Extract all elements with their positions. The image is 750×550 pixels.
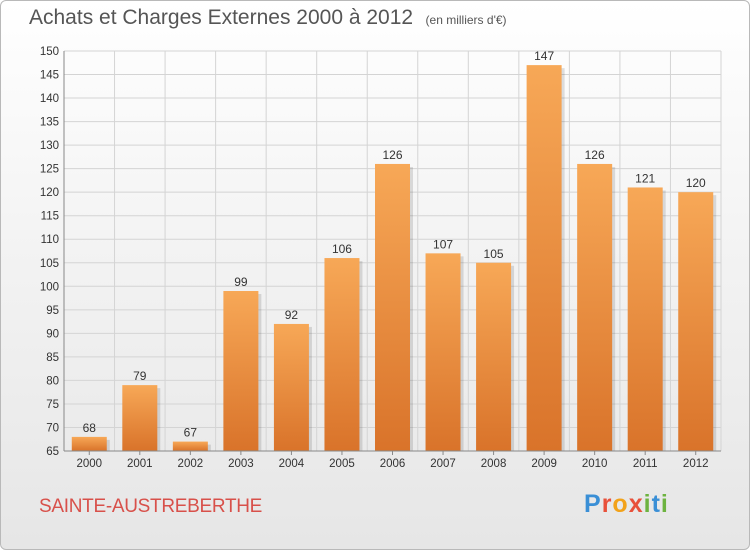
chart-title: Achats et Charges Externes 2000 à 2012	[29, 6, 414, 29]
chart-subtitle: (en milliers d'€)	[425, 13, 507, 27]
y-tick-label: 130	[40, 140, 59, 152]
y-tick-label: 105	[40, 258, 59, 270]
x-tick-label: 2012	[683, 458, 709, 470]
data-label: 147	[534, 49, 554, 63]
y-tick-label: 95	[46, 305, 59, 317]
data-label: 67	[184, 426, 198, 440]
y-tick-label: 115	[41, 211, 59, 223]
y-tick-label: 100	[40, 281, 59, 293]
y-tick-label: 85	[46, 352, 59, 364]
y-tick-label: 75	[46, 399, 59, 411]
y-tick-label: 110	[41, 234, 59, 246]
data-label: 79	[133, 369, 147, 383]
x-tick-label: 2010	[582, 458, 608, 470]
bar-2008	[476, 262, 512, 451]
data-label: 68	[83, 421, 97, 435]
y-tick-label: 125	[40, 164, 59, 176]
x-tick-label: 2008	[481, 458, 507, 470]
bar-2004	[273, 323, 309, 451]
x-tick-label: 2011	[633, 458, 658, 470]
logo-letter: i	[660, 490, 669, 518]
x-tick-label: 2001	[127, 458, 153, 470]
bar-2012	[678, 192, 714, 452]
y-tick-label: 150	[40, 46, 59, 58]
bar-2010	[577, 163, 613, 452]
y-tick-label: 65	[46, 446, 59, 458]
bar-2002	[172, 441, 208, 451]
bar-2007	[425, 253, 461, 451]
y-tick-label: 135	[40, 117, 59, 129]
x-tick-label: 2009	[531, 458, 557, 470]
x-tick-label: 2004	[279, 458, 305, 470]
x-tick-label: 2007	[430, 458, 456, 470]
y-tick-label: 145	[40, 70, 59, 82]
y-tick-label: 70	[46, 422, 59, 434]
logo-letter: i	[643, 490, 652, 518]
bars: 68 79 67 99 92 106 126 107 105 147 126 121 120	[71, 49, 717, 452]
title-row: Achats et Charges Externes 2000 à 2012 (…	[29, 6, 507, 30]
logo-letter: x	[628, 490, 644, 518]
data-label: 126	[382, 148, 402, 162]
x-tick-label: 2006	[380, 458, 406, 470]
x-tick-label: 2005	[329, 458, 355, 470]
bar-2009	[526, 65, 562, 451]
data-label: 121	[635, 171, 655, 185]
data-label: 120	[686, 176, 706, 190]
data-label: 126	[585, 148, 605, 162]
bar-2003	[223, 291, 259, 451]
bar-2011	[627, 187, 663, 451]
data-label: 105	[484, 247, 504, 261]
x-tick-label: 2003	[228, 458, 254, 470]
y-tick-label: 120	[40, 187, 59, 199]
data-label: 107	[433, 237, 453, 251]
y-tick-label: 90	[46, 328, 59, 340]
bar-2006	[375, 163, 410, 452]
x-tick-label: 2000	[76, 458, 102, 470]
x-tick-label: 2002	[178, 458, 204, 470]
logo-letter: t	[651, 490, 661, 518]
bar-2001	[122, 385, 158, 451]
data-label: 99	[234, 275, 248, 289]
y-tick-label: 140	[40, 93, 59, 105]
data-label: 92	[285, 308, 299, 322]
commune-name: SAINTE-AUSTREBERTHE	[39, 496, 263, 517]
logo-letter: P	[584, 490, 602, 518]
y-tick-label: 80	[46, 375, 59, 387]
data-label: 106	[332, 242, 352, 256]
logo-letter: o	[612, 490, 629, 518]
bar-2000	[71, 436, 107, 451]
axes: 65 70 75 80 85 90 95 100 105 110 115 120 125 130 135 14…	[40, 46, 721, 470]
bar-2005	[324, 258, 360, 451]
proxiti-logo: Proxiti	[584, 490, 669, 519]
logo-letter: r	[601, 490, 613, 518]
